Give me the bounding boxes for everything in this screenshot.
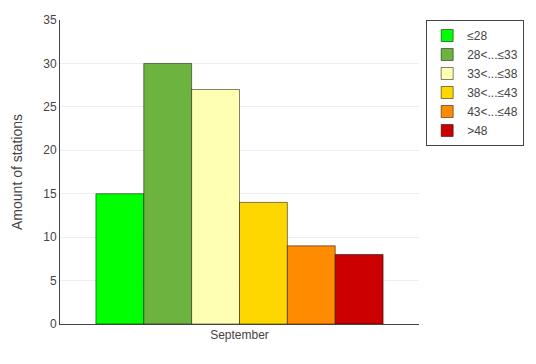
svg-text:>48: >48	[467, 124, 488, 138]
svg-text:35: 35	[43, 13, 57, 27]
svg-text:≤28: ≤28	[467, 29, 487, 43]
svg-text:38<...≤43: 38<...≤43	[467, 86, 518, 100]
svg-text:September: September	[210, 328, 269, 342]
svg-text:10: 10	[43, 230, 57, 244]
svg-text:Amount of stations: Amount of stations	[9, 114, 25, 230]
svg-text:15: 15	[43, 187, 57, 201]
svg-text:5: 5	[50, 274, 57, 288]
svg-text:30: 30	[43, 57, 57, 71]
svg-text:28<...≤33: 28<...≤33	[467, 48, 518, 62]
svg-text:0: 0	[50, 317, 57, 331]
svg-text:25: 25	[43, 100, 57, 114]
svg-text:43<...≤48: 43<...≤48	[467, 105, 518, 119]
svg-text:33<...≤38: 33<...≤38	[467, 67, 518, 81]
svg-text:20: 20	[43, 143, 57, 157]
